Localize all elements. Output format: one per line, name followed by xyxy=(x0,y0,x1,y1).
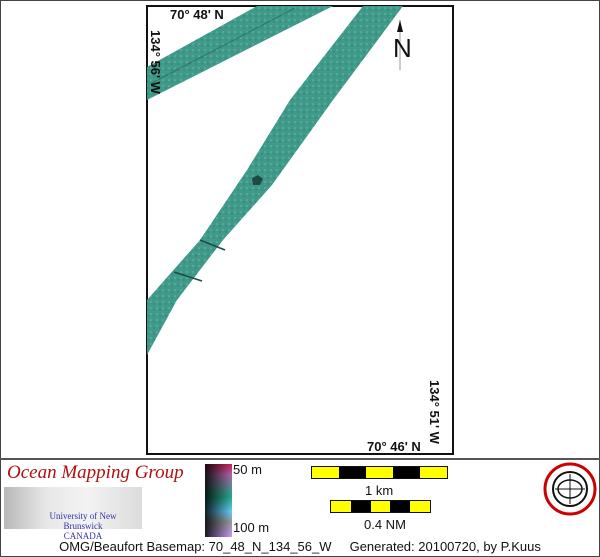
depth-min-label: 50 m xyxy=(233,462,262,477)
swath-northwest xyxy=(147,6,333,100)
seabed-feature xyxy=(252,175,263,185)
generated-info: Generated: 20100720, by P.Kuus xyxy=(349,539,541,554)
left-longitude-label: 134° 56' W xyxy=(148,30,163,94)
omg-logo-title: Ocean Mapping Group xyxy=(7,462,184,483)
university-label: University of New Brunswick CANADA xyxy=(38,511,128,541)
university-name: University of New Brunswick xyxy=(49,511,117,531)
scour-line xyxy=(199,239,226,251)
north-arrow xyxy=(397,20,403,70)
scour-line xyxy=(173,271,203,282)
right-longitude-label: 134° 51' W xyxy=(427,380,442,444)
north-label: N xyxy=(393,33,412,63)
swath-centerline xyxy=(149,7,296,85)
map-footer: OMG/Beaufort Basemap: 70_48_N_134_56_W G… xyxy=(0,539,600,554)
scale-km-label: 1 km xyxy=(365,483,394,498)
country-name: CANADA xyxy=(63,531,103,541)
bottom-latitude-label: 70° 46' N xyxy=(367,439,421,454)
scale-bar-nm xyxy=(330,500,431,513)
omg-logo-image xyxy=(4,487,142,529)
legend-divider xyxy=(0,458,600,460)
top-latitude-label: 70° 48' N xyxy=(170,7,224,22)
scale-bar-km xyxy=(311,466,448,479)
swath-main xyxy=(147,6,403,355)
depth-colorbar xyxy=(205,464,232,537)
basemap-title: OMG/Beaufort Basemap: 70_48_N_134_56_W xyxy=(59,539,332,554)
scale-nm-label: 0.4 NM xyxy=(364,517,406,532)
depth-max-label: 100 m xyxy=(233,520,270,535)
bathymetry-map xyxy=(147,6,403,355)
